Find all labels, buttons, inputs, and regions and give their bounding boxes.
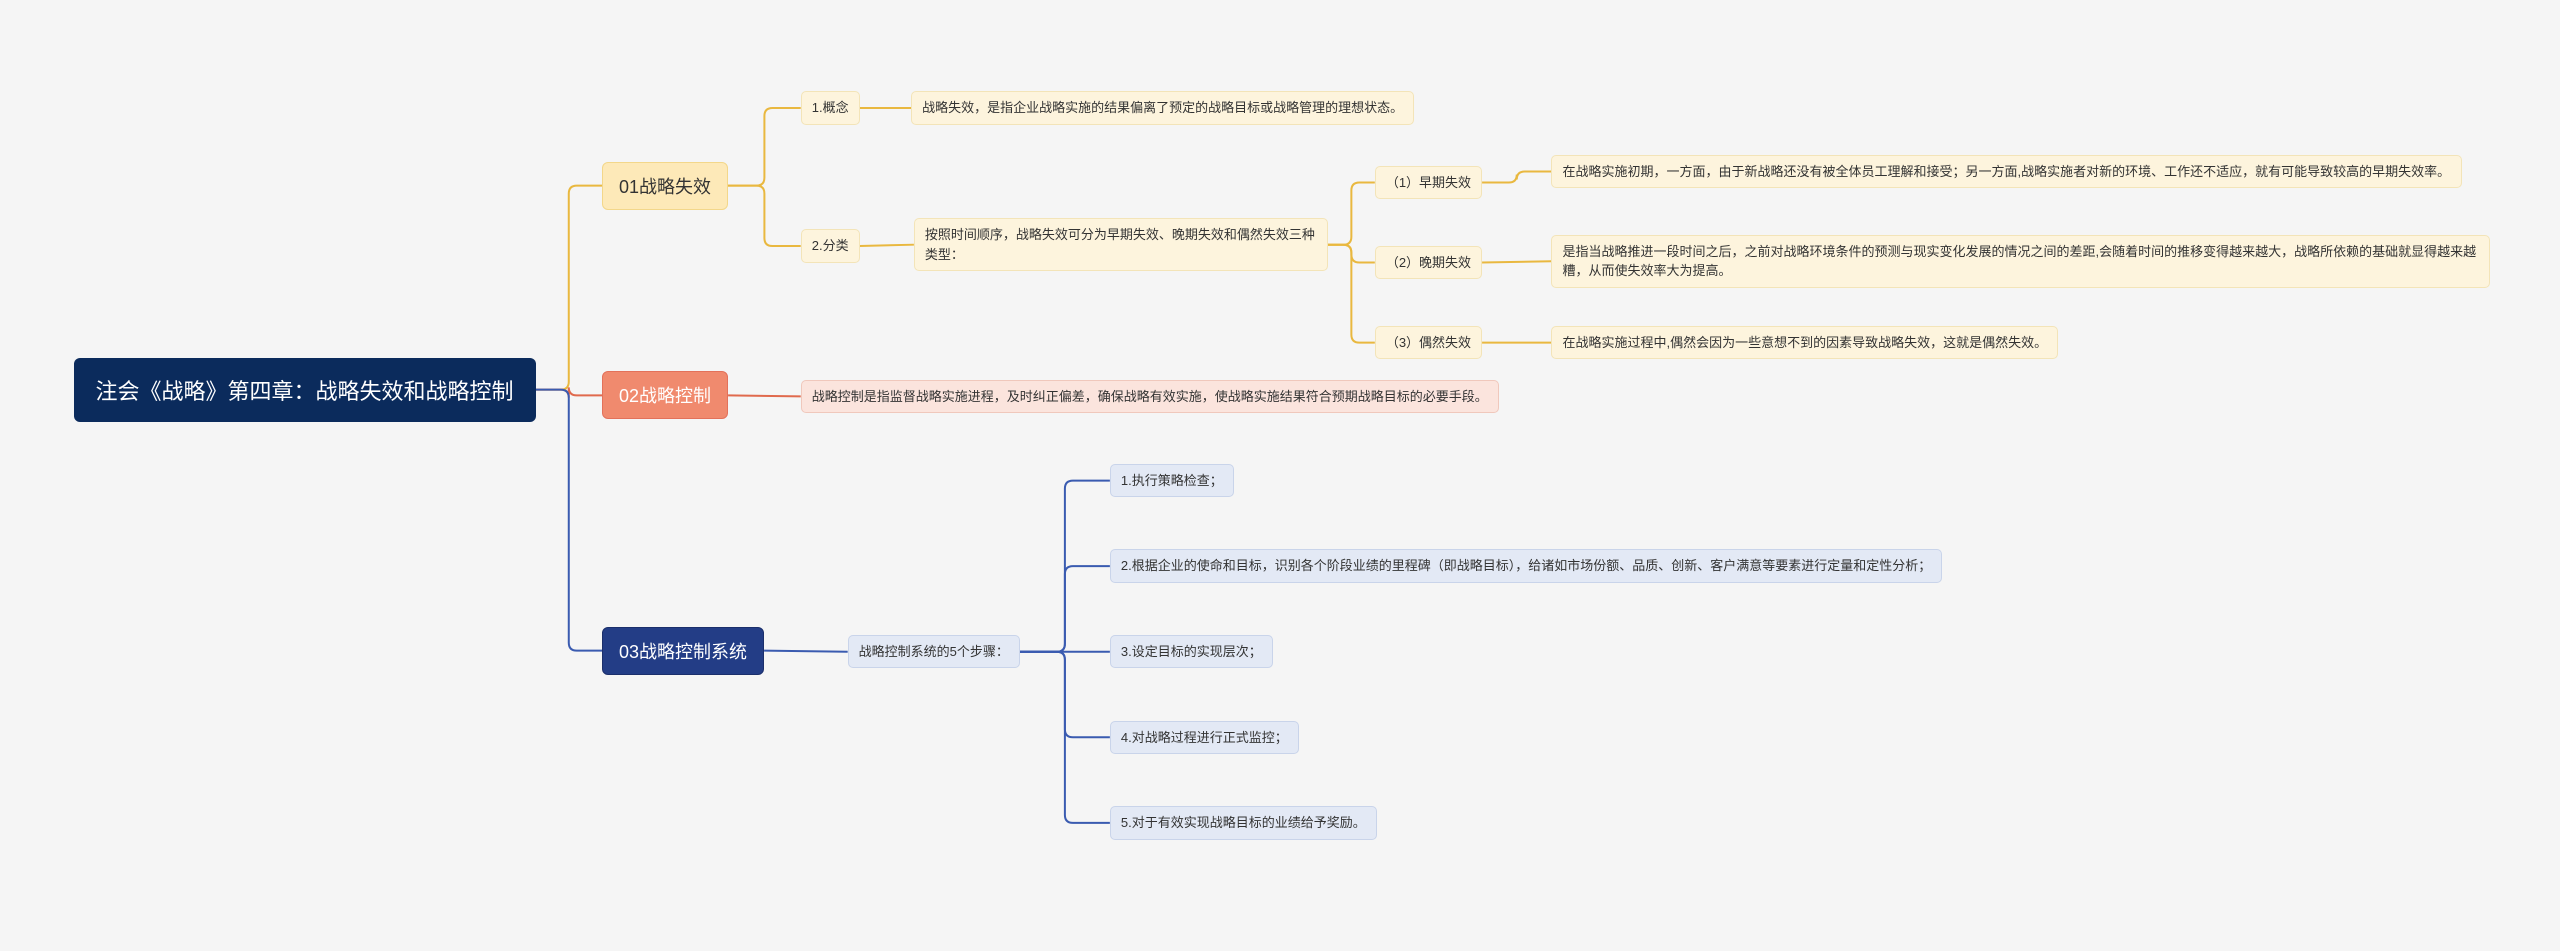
- branch-1: 01战略失效: [602, 162, 728, 210]
- b3-step-5: 5.对于有效实现战略目标的业绩给予奖励。: [1110, 806, 1377, 840]
- b2-desc-text: 战略控制是指监督战略实施进程，及时纠正偏差，确保战略有效实施，使战略实施结果符合…: [812, 387, 1488, 407]
- root-text: 注会《战略》第四章：战略失效和战略控制: [96, 374, 514, 406]
- b1-sudden-label-text: （3）偶然失效: [1386, 333, 1471, 353]
- b3-step-2-text: 2.根据企业的使命和目标，识别各个阶段业绩的里程碑（即战略目标），给诸如市场份额…: [1121, 556, 1931, 576]
- b1-early-label: （1）早期失效: [1375, 166, 1482, 200]
- root-node: 注会《战略》第四章：战略失效和战略控制: [74, 358, 536, 422]
- b3-step-3: 3.设定目标的实现层次；: [1110, 635, 1273, 669]
- b1-category-label-text: 2.分类: [812, 236, 849, 256]
- b1-early-label-text: （1）早期失效: [1386, 173, 1471, 193]
- b3-step-5-text: 5.对于有效实现战略目标的业绩给予奖励。: [1121, 813, 1366, 833]
- b3-steps-label: 战略控制系统的5个步骤：: [848, 635, 1020, 669]
- b1-late-desc-text: 是指当战略推进一段时间之后，之前对战略环境条件的预测与现实变化发展的情况之间的差…: [1562, 242, 2478, 281]
- b3-step-3-text: 3.设定目标的实现层次；: [1121, 642, 1262, 662]
- b3-step-1-text: 1.执行策略检查；: [1121, 471, 1223, 491]
- b3-step-4: 4.对战略过程进行正式监控；: [1110, 721, 1299, 755]
- b1-category-label: 2.分类: [801, 229, 860, 263]
- branch-3: 03战略控制系统: [602, 627, 764, 675]
- b2-desc: 战略控制是指监督战略实施进程，及时纠正偏差，确保战略有效实施，使战略实施结果符合…: [801, 380, 1499, 414]
- b3-step-2: 2.根据企业的使命和目标，识别各个阶段业绩的里程碑（即战略目标），给诸如市场份额…: [1110, 549, 1942, 583]
- b1-concept-desc: 战略失效，是指企业战略实施的结果偏离了预定的战略目标或战略管理的理想状态。: [911, 91, 1414, 125]
- b3-step-1: 1.执行策略检查；: [1110, 464, 1234, 498]
- b1-late-label-text: （2）晚期失效: [1386, 253, 1471, 273]
- b1-sudden-desc: 在战略实施过程中,偶然会因为一些意想不到的因素导致战略失效，这就是偶然失效。: [1551, 326, 2058, 360]
- b1-sudden-label: （3）偶然失效: [1375, 326, 1482, 360]
- branch-2-text: 02战略控制: [619, 382, 711, 408]
- b1-late-desc: 是指当战略推进一段时间之后，之前对战略环境条件的预测与现实变化发展的情况之间的差…: [1551, 235, 2489, 288]
- b1-early-desc-text: 在战略实施初期，一方面，由于新战略还没有被全体员工理解和接受；另一方面,战略实施…: [1562, 162, 2450, 182]
- b1-category-desc: 按照时间顺序，战略失效可分为早期失效、晚期失效和偶然失效三种类型：: [914, 218, 1328, 271]
- branch-3-text: 03战略控制系统: [619, 638, 747, 664]
- b1-concept-label-text: 1.概念: [812, 98, 849, 118]
- b1-sudden-desc-text: 在战略实施过程中,偶然会因为一些意想不到的因素导致战略失效，这就是偶然失效。: [1562, 333, 2047, 353]
- b1-early-desc: 在战略实施初期，一方面，由于新战略还没有被全体员工理解和接受；另一方面,战略实施…: [1551, 155, 2462, 189]
- b1-late-label: （2）晚期失效: [1375, 246, 1482, 280]
- b1-concept-desc-text: 战略失效，是指企业战略实施的结果偏离了预定的战略目标或战略管理的理想状态。: [922, 98, 1403, 118]
- branch-1-text: 01战略失效: [619, 173, 711, 199]
- b1-category-desc-text: 按照时间顺序，战略失效可分为早期失效、晚期失效和偶然失效三种类型：: [925, 225, 1317, 264]
- b3-step-4-text: 4.对战略过程进行正式监控；: [1121, 728, 1288, 748]
- branch-2: 02战略控制: [602, 371, 728, 419]
- b1-concept-label: 1.概念: [801, 91, 860, 125]
- b3-steps-label-text: 战略控制系统的5个步骤：: [859, 642, 1009, 662]
